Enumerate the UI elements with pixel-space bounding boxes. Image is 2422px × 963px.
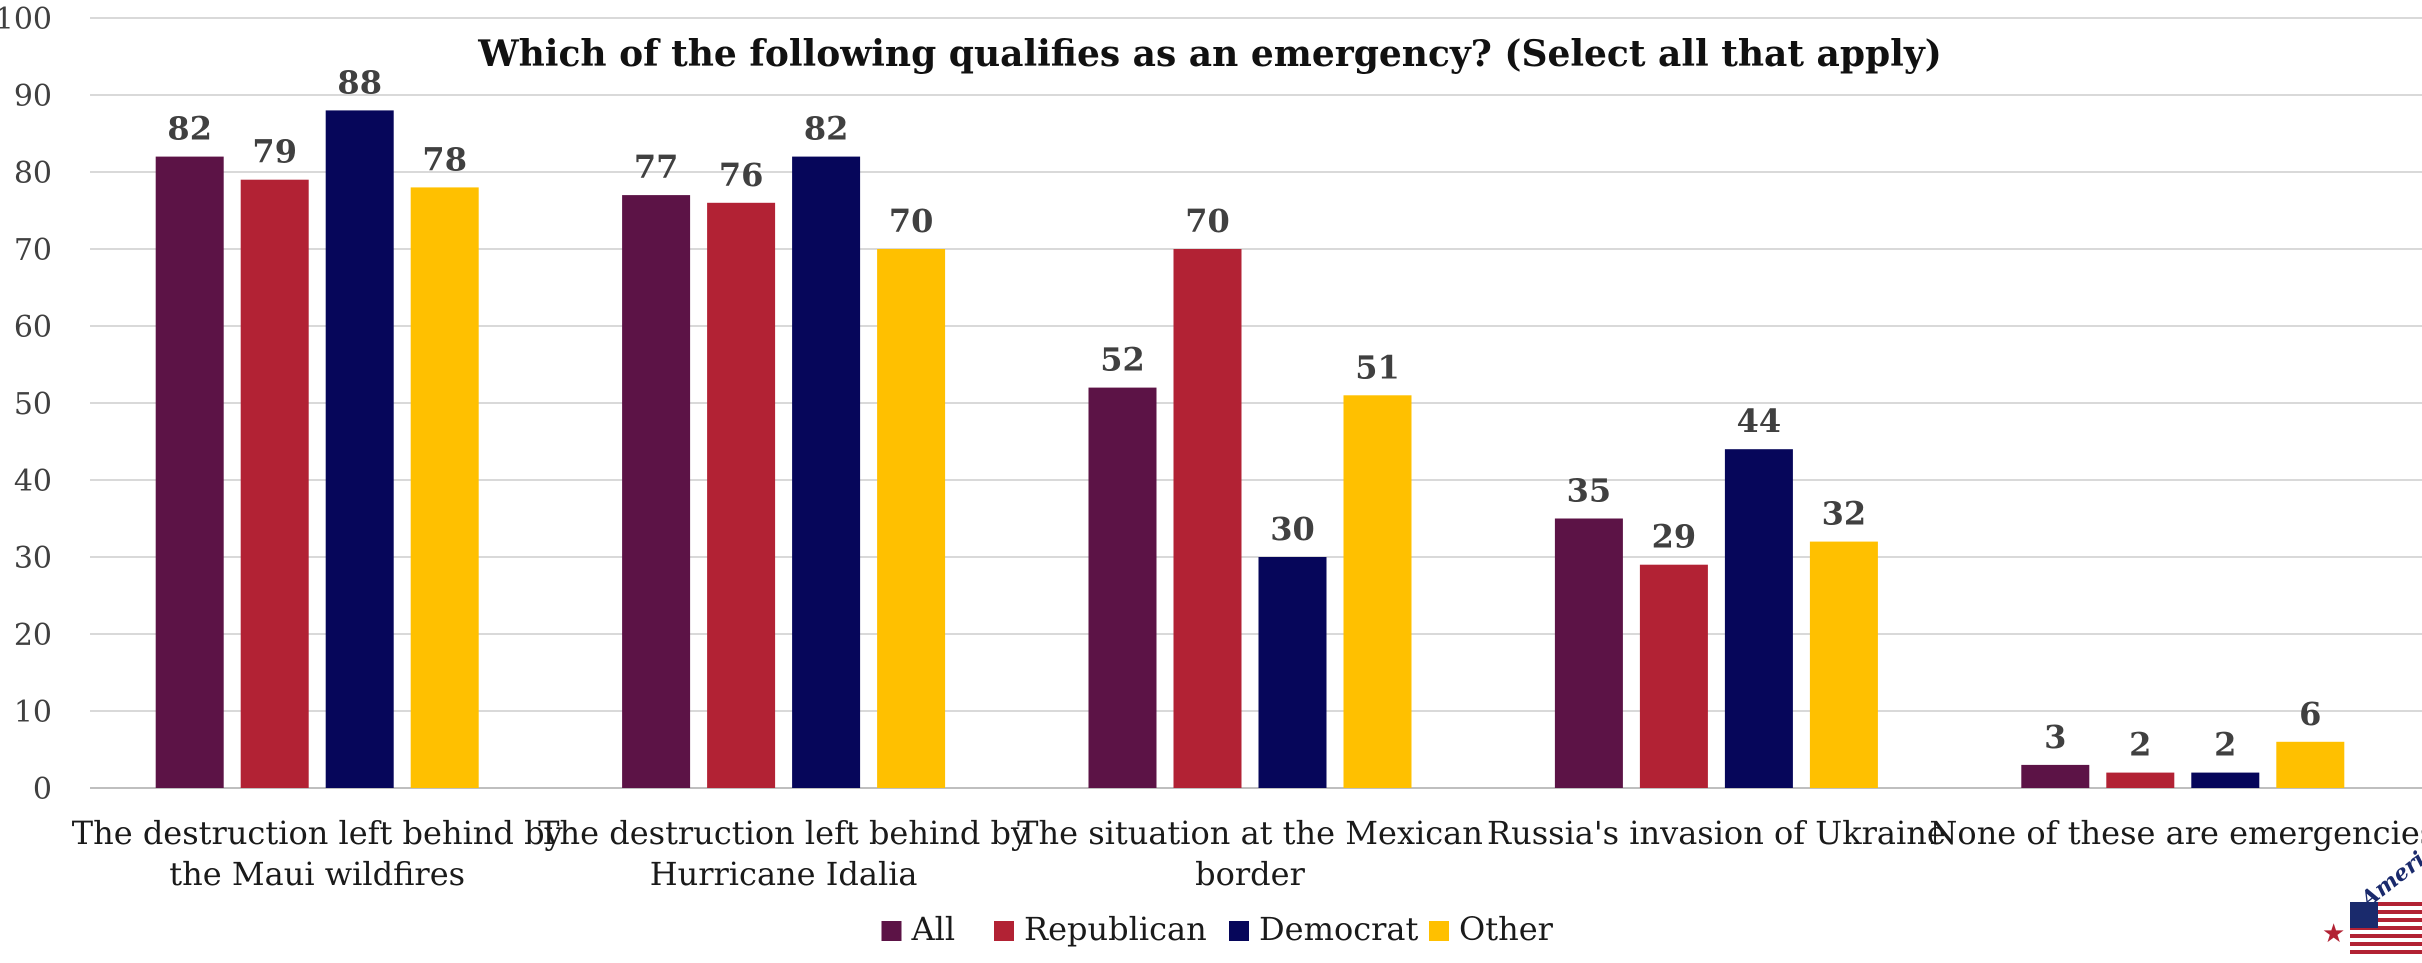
x-category-label: The destruction left behind by [72,814,563,852]
flag-stripe [2350,910,2422,914]
data-label: 82 [804,110,849,148]
legend-swatch-all [881,921,902,941]
data-label: 77 [634,148,679,186]
x-category-label: The destruction left behind by [538,814,1029,852]
x-category-label: None of these are emergencies [1929,814,2422,852]
flag-stripe [2350,926,2422,930]
bar-other [2276,741,2345,788]
bar-other [410,187,479,788]
flag-stripe [2350,950,2422,954]
star-icon: ★ [2322,919,2345,949]
bar-democrat [325,110,394,788]
legend-swatch-democrat [1229,921,1249,941]
bar-democrat [792,156,861,789]
bar-republican [1639,564,1708,788]
legend-label: Other [1459,910,1554,948]
data-label: 35 [1567,472,1612,510]
legend: All Republican Democrat Other [881,910,1554,948]
y-tick-label: 90 [14,79,52,114]
flag-stripe [2350,934,2422,938]
data-label: 3 [2044,718,2066,756]
data-label: 51 [1355,348,1400,386]
x-category-label: the Maui wildfires [169,855,465,893]
x-category-label: Russia's invasion of Ukraine [1487,814,1946,852]
y-tick-label: 70 [14,233,52,268]
data-label: 2 [2214,726,2236,764]
legend-label: Republican [1024,910,1207,948]
y-tick-label: 40 [14,464,52,499]
y-tick-label: 100 [0,2,52,37]
x-category-label: The situation at the Mexican [1017,814,1483,852]
bars [155,110,2345,789]
data-label: 70 [1185,202,1230,240]
flag-stripe [2350,902,2422,906]
bar-democrat [1258,557,1327,788]
data-label: 76 [719,156,764,194]
y-tick-label: 0 [33,772,52,807]
bar-other [877,249,946,788]
chart-title: Which of the following qualifies as an e… [477,33,1942,75]
y-tick-label: 60 [14,310,52,345]
data-label: 6 [2299,695,2321,733]
bar-republican [240,179,309,788]
flag-icon [2350,902,2422,954]
data-label: 79 [252,133,297,171]
bar-other [1809,541,1878,788]
data-label: 44 [1737,402,1782,440]
x-category-label: border [1195,855,1305,893]
bar-all [1088,387,1157,788]
data-label: 78 [422,140,467,178]
data-label: 70 [889,202,934,240]
y-tick-label: 80 [14,156,52,191]
bar-republican [2106,772,2175,788]
data-label: 29 [1652,518,1697,556]
bar-all [1554,518,1623,788]
flag-canton [2350,902,2378,928]
bar-democrat [2191,772,2260,788]
data-label: 32 [1822,495,1867,533]
legend-label: Democrat [1259,910,1419,948]
y-axis-ticks: 0 10 20 30 40 50 60 70 80 90 100 [0,2,52,807]
flag-stripe [2350,918,2422,922]
y-tick-label: 50 [14,387,52,422]
legend-label: All [911,910,956,948]
data-label: 52 [1100,341,1145,379]
data-label: 2 [2129,726,2151,764]
legend-swatch-republican [994,921,1014,941]
bar-democrat [1724,449,1793,788]
bar-all [2021,764,2090,788]
flag-stripe [2350,942,2422,946]
bar-all [155,156,224,789]
y-tick-label: 20 [14,618,52,653]
y-tick-label: 30 [14,541,52,576]
bar-republican [1173,249,1242,788]
y-tick-label: 10 [14,695,52,730]
legend-swatch-other [1429,921,1449,941]
data-label: 30 [1270,510,1315,548]
bar-republican [707,202,776,789]
bar-all [622,195,691,789]
data-label: 82 [167,110,212,148]
data-label: 88 [337,63,382,101]
bar-other [1343,395,1412,788]
x-category-label: Hurricane Idalia [650,855,918,893]
